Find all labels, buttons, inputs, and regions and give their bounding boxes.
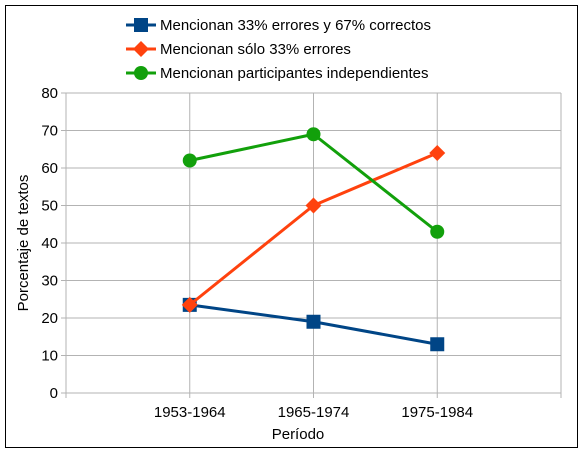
y-tick-label-40: 40 (41, 235, 58, 252)
legend-entry-2: Mencionan sólo 33% errores (126, 41, 351, 58)
series-lines (181, 127, 446, 352)
axes: 0 10 20 30 40 50 60 70 80 1953-1964 1965-1974 1975-… (41, 85, 473, 421)
legend-swatch-marker-2 (133, 41, 149, 57)
data-point-s2-1965-1974 (305, 197, 322, 214)
series-2 (181, 145, 446, 313)
legend-swatch-marker-1 (134, 18, 148, 32)
x-tick-label-1965-1974: 1965-1974 (278, 404, 350, 421)
data-point-s1-1965-1974 (306, 314, 321, 329)
y-tick-label-70: 70 (41, 123, 58, 140)
y-tick-label-80: 80 (41, 85, 58, 102)
series-3 (182, 127, 445, 239)
data-point-s3-1975-1984 (430, 224, 445, 239)
y-tick-label-0: 0 (50, 385, 58, 402)
y-tick-label-30: 30 (41, 273, 58, 290)
gridlines (65, 92, 562, 398)
legend: Mencionan 33% errores y 67% correctos Men… (126, 17, 431, 82)
data-point-s3-1953-1964 (182, 153, 197, 168)
legend-entry-3: Mencionan participantes independientes (126, 65, 429, 82)
y-tick-label-10: 10 (41, 348, 58, 365)
x-tick-label-1975-1984: 1975-1984 (401, 404, 473, 421)
legend-swatch-marker-3 (134, 66, 148, 80)
legend-label-1: Mencionan 33% errores y 67% correctos (160, 17, 431, 34)
y-tick-label-20: 20 (41, 310, 58, 327)
data-point-s2-1953-1964 (181, 296, 198, 313)
y-axis-title: Porcentaje de textos (15, 175, 32, 312)
legend-entry-1: Mencionan 33% errores y 67% correctos (126, 17, 431, 34)
y-tick-label-50: 50 (41, 198, 58, 215)
data-point-s2-1975-1984 (429, 145, 446, 161)
chart-border (5, 5, 578, 448)
legend-label-2: Mencionan sólo 33% errores (160, 41, 351, 58)
x-tick-label-1953-1964: 1953-1964 (154, 404, 226, 421)
x-axis-title: Período (272, 426, 325, 443)
legend-label-3: Mencionan participantes independientes (160, 65, 429, 82)
data-point-s1-1975-1984 (430, 337, 445, 352)
y-tick-label-60: 60 (41, 160, 58, 177)
data-point-s3-1965-1974 (306, 127, 321, 142)
